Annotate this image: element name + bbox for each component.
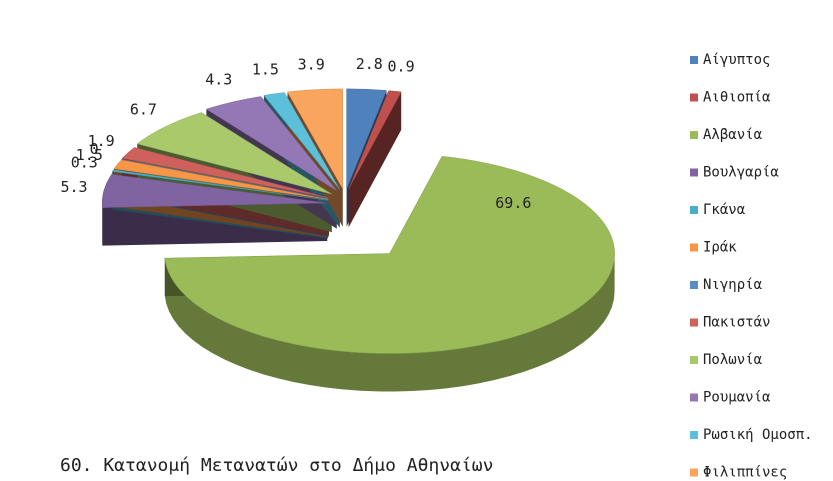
slice	[121, 147, 329, 198]
data-label: 0.9	[388, 57, 415, 75]
legend-label: Αλβανία	[703, 127, 763, 143]
legend-swatch	[690, 131, 698, 139]
legend-swatch	[690, 281, 698, 289]
data-label: 1.5	[76, 146, 103, 164]
data-label: 69.6	[495, 194, 531, 212]
legend-swatch	[690, 431, 698, 439]
legend-label: Βουλγαρία	[703, 165, 779, 181]
slice	[205, 96, 337, 191]
slice	[346, 88, 387, 189]
legend-label: Πακιστάν	[703, 315, 770, 331]
slice-side	[164, 253, 615, 392]
legend-swatch	[690, 318, 698, 327]
legend-swatch	[690, 356, 698, 364]
data-label: 5.3	[61, 178, 88, 196]
legend-swatch	[690, 168, 698, 177]
legend-swatch	[690, 56, 698, 64]
data-label: 0.3	[71, 154, 98, 172]
slice	[113, 159, 329, 200]
data-label: 1.5	[252, 60, 279, 78]
legend-label: Ρουμανία	[703, 390, 771, 406]
legend-label: Νιγηρία	[703, 277, 763, 293]
legend-label: Αιθιοπία	[703, 90, 771, 106]
slice	[164, 156, 615, 354]
slice	[287, 88, 344, 190]
legend-label: Γκάνα	[703, 202, 746, 218]
legend-swatch	[690, 93, 698, 102]
data-label: 0	[90, 140, 99, 158]
legend-label: Αίγυπτος	[703, 52, 770, 68]
slice	[136, 112, 332, 195]
data-label: 6.7	[130, 100, 157, 118]
legend-swatch	[690, 468, 698, 477]
data-label: 2.8	[356, 55, 383, 73]
slice	[111, 169, 328, 201]
legend-label: Φιλιππίνες	[703, 465, 787, 481]
slice-edge	[348, 91, 402, 228]
slice	[101, 174, 328, 208]
legend-swatch	[690, 243, 698, 252]
slice	[263, 92, 340, 190]
slice-tops	[101, 88, 615, 354]
data-label: 3.9	[298, 55, 325, 73]
data-label: 1.9	[88, 132, 115, 150]
chart-title: 60. Κατανομή Μετανατών στο Δήμο Αθηναίων	[60, 455, 493, 476]
slice	[121, 158, 329, 199]
slice	[348, 90, 402, 190]
data-label: 4.3	[205, 70, 232, 88]
legend-label: Ρωσική Ομοσπ.	[703, 427, 813, 443]
legend-label: Πολωνία	[703, 352, 763, 368]
legend-swatch	[690, 206, 698, 214]
legend-swatch	[690, 393, 698, 402]
legend-label: Ιράκ	[703, 240, 737, 256]
